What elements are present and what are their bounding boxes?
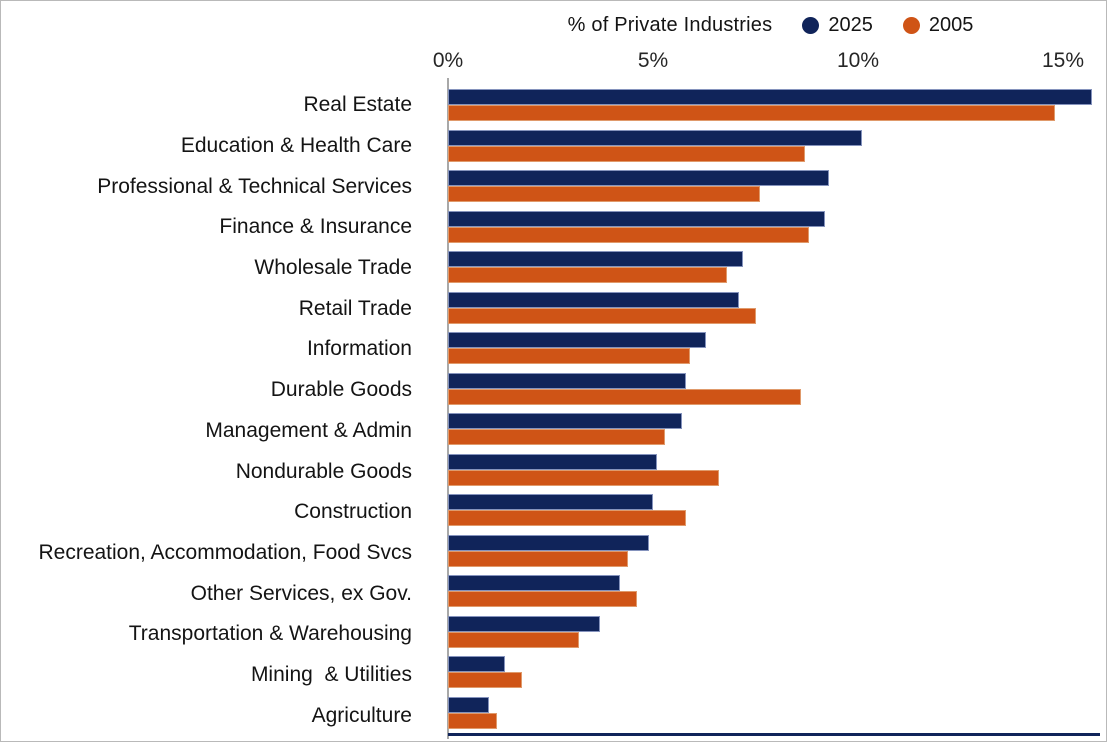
chart-legend: % of Private Industries 2025 2005 bbox=[448, 7, 1093, 43]
category-label: Transportation & Warehousing bbox=[128, 622, 412, 646]
bar-2025 bbox=[448, 494, 653, 511]
bar-group bbox=[448, 571, 1100, 612]
x-axis-tick-label: 10% bbox=[836, 49, 880, 72]
bar-2005 bbox=[448, 348, 690, 365]
bar-2005 bbox=[448, 307, 756, 324]
bar-2005 bbox=[448, 631, 580, 648]
bar-group bbox=[448, 369, 1100, 410]
category-axis: Real Estate Education & Health Care Profes… bbox=[1, 85, 430, 736]
x-axis-tick-label: 0% bbox=[432, 49, 464, 72]
bar-2005 bbox=[448, 267, 727, 284]
x-axis-tick-label: 15% bbox=[1041, 49, 1085, 72]
category-label: Professional & Technical Services bbox=[97, 174, 412, 198]
bar-2005 bbox=[448, 226, 809, 243]
bar-group bbox=[448, 328, 1100, 369]
bar-2025 bbox=[448, 413, 682, 430]
bar-2005 bbox=[448, 672, 522, 689]
x-axis-tick-label: 5% bbox=[637, 49, 669, 72]
y-axis-line bbox=[447, 78, 449, 739]
legend-label-2025: 2025 bbox=[828, 13, 873, 36]
category-label: Construction bbox=[294, 500, 412, 524]
category-label: Real Estate bbox=[303, 93, 412, 117]
bar-2025 bbox=[448, 372, 686, 389]
bar-group bbox=[448, 288, 1100, 329]
category-label: Education & Health Care bbox=[180, 134, 412, 158]
bar-group bbox=[448, 85, 1100, 126]
bar-group bbox=[448, 207, 1100, 248]
category-label: Retail Trade bbox=[298, 296, 412, 320]
bar-2005 bbox=[448, 388, 801, 405]
legend-item-2005: 2005 bbox=[902, 13, 974, 37]
bar-group bbox=[448, 490, 1100, 531]
chart-title: % of Private Industries bbox=[567, 13, 773, 36]
bar-2005 bbox=[448, 145, 805, 162]
category-label: Management & Admin bbox=[205, 418, 412, 442]
bar-group bbox=[448, 612, 1100, 653]
bar-2025 bbox=[448, 615, 600, 632]
category-label: Agriculture bbox=[311, 703, 412, 727]
bar-2025 bbox=[448, 251, 744, 268]
bar-2025 bbox=[448, 129, 863, 146]
bar-2025 bbox=[448, 332, 707, 349]
bar-2005 bbox=[448, 712, 498, 729]
category-label: Nondurable Goods bbox=[235, 459, 412, 483]
bar-2005 bbox=[448, 510, 686, 527]
bar-2005 bbox=[448, 550, 629, 567]
bar-2005 bbox=[448, 105, 1055, 122]
bar-group bbox=[448, 126, 1100, 167]
category-label: Wholesale Trade bbox=[254, 256, 412, 280]
legend-item-2025: 2025 bbox=[802, 14, 873, 37]
bar-group bbox=[448, 409, 1100, 450]
category-label: Recreation, Accommodation, Food Svcs bbox=[38, 540, 412, 564]
bar-group bbox=[448, 450, 1100, 491]
bar-2005 bbox=[448, 469, 719, 486]
bar-2025 bbox=[448, 656, 506, 673]
bar-group bbox=[448, 531, 1100, 572]
bar-2025 bbox=[448, 210, 826, 227]
bar-group bbox=[448, 693, 1100, 734]
bar-group bbox=[448, 166, 1100, 207]
bar-2005 bbox=[448, 186, 760, 203]
category-label: Finance & Insurance bbox=[219, 215, 412, 239]
x-axis: 0% 5% 10% 15% bbox=[433, 49, 1093, 79]
bar-2025 bbox=[448, 89, 1092, 106]
bar-2025 bbox=[448, 696, 489, 713]
category-label: Durable Goods bbox=[270, 378, 412, 402]
category-label: Other Services, ex Gov. bbox=[190, 581, 412, 605]
bar-2005 bbox=[448, 429, 666, 446]
legend-dot-2005-icon bbox=[902, 16, 920, 34]
category-label: Information bbox=[306, 337, 412, 361]
bar-2025 bbox=[448, 575, 621, 592]
bar-group bbox=[448, 247, 1100, 288]
bar-2025 bbox=[448, 291, 740, 308]
bar-2025 bbox=[448, 170, 830, 187]
bar-2025 bbox=[448, 534, 649, 551]
bar-2005 bbox=[448, 591, 637, 608]
plot-area bbox=[448, 85, 1100, 736]
bar-group bbox=[448, 652, 1100, 693]
legend-dot-2025-icon bbox=[802, 16, 820, 34]
bar-2025 bbox=[448, 453, 658, 470]
legend-label-2005: 2005 bbox=[928, 13, 974, 36]
category-label: Mining & Utilities bbox=[250, 662, 412, 686]
